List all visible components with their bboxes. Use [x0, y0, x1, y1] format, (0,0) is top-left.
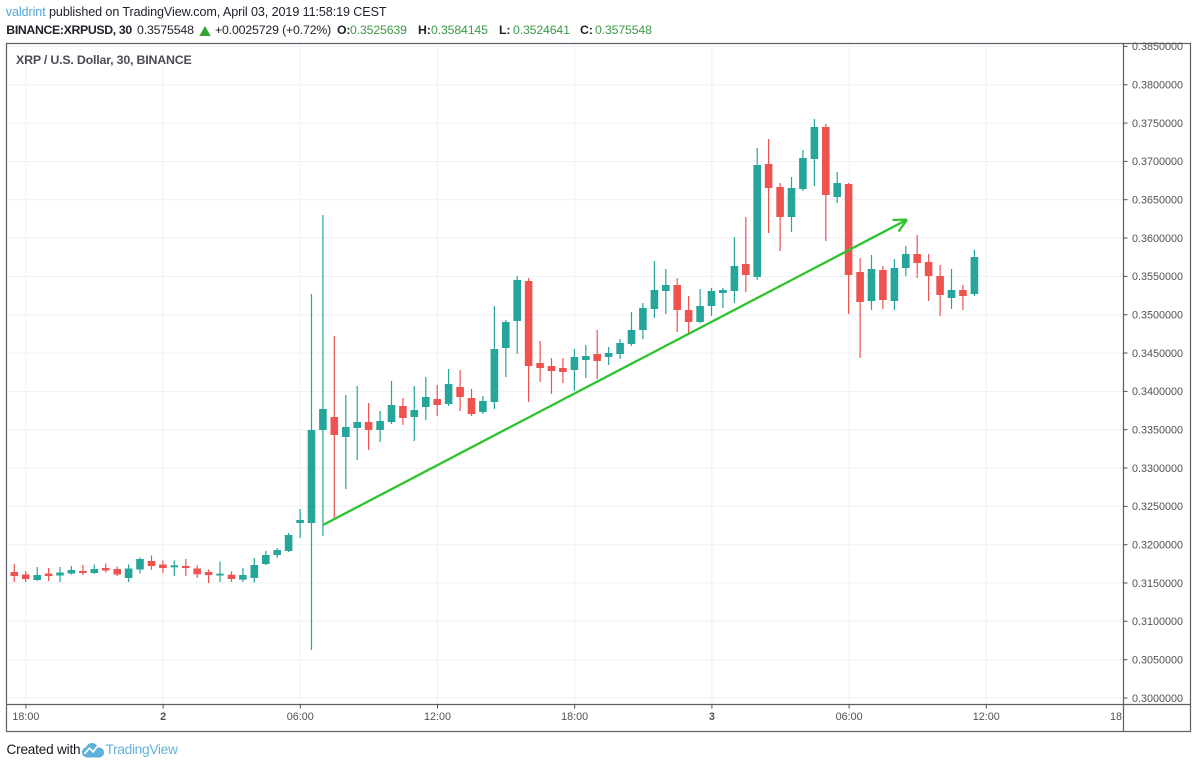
svg-text:2: 2	[160, 711, 166, 723]
svg-text:0.3450000: 0.3450000	[1132, 348, 1183, 360]
svg-text:0.3050000: 0.3050000	[1132, 655, 1183, 667]
svg-text:0.3400000: 0.3400000	[1132, 386, 1183, 398]
svg-text:06:00: 06:00	[836, 711, 863, 723]
svg-text:12:00: 12:00	[973, 711, 1000, 723]
svg-text:0.3550000: 0.3550000	[1132, 271, 1183, 283]
svg-text:0.3750000: 0.3750000	[1132, 118, 1183, 130]
svg-text:0.3600000: 0.3600000	[1132, 233, 1183, 245]
svg-text:0.3250000: 0.3250000	[1132, 501, 1183, 513]
svg-text:12:00: 12:00	[424, 711, 451, 723]
svg-text:0.3700000: 0.3700000	[1132, 156, 1183, 168]
svg-text:0.3800000: 0.3800000	[1132, 80, 1183, 92]
svg-text:18:00: 18:00	[12, 711, 39, 723]
svg-text:06:00: 06:00	[287, 711, 314, 723]
svg-text:0.3100000: 0.3100000	[1132, 616, 1183, 628]
svg-text:0.3200000: 0.3200000	[1132, 540, 1183, 552]
svg-text:0.3500000: 0.3500000	[1132, 310, 1183, 322]
svg-text:0.3350000: 0.3350000	[1132, 425, 1183, 437]
svg-text:0.3300000: 0.3300000	[1132, 463, 1183, 475]
svg-text:0.3000000: 0.3000000	[1132, 693, 1183, 705]
svg-text:3: 3	[709, 711, 715, 723]
svg-text:18:00: 18:00	[561, 711, 588, 723]
svg-text:0.3650000: 0.3650000	[1132, 195, 1183, 207]
svg-text:0.3150000: 0.3150000	[1132, 578, 1183, 590]
svg-text:18: 18	[1110, 711, 1122, 723]
svg-text:0.3850000: 0.3850000	[1132, 41, 1183, 53]
